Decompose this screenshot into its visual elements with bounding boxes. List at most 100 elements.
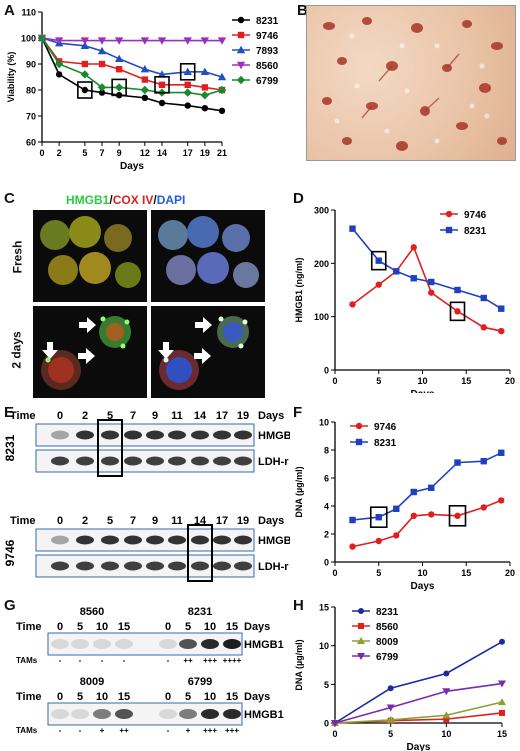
blot-e-lane-label: 5: [107, 410, 113, 422]
chart-f-y-tick-label: 2: [324, 530, 329, 540]
chart-a-y-tick-label: 70: [26, 112, 36, 122]
blot-g-tams-value: +++: [225, 726, 239, 735]
chart-h-point-8231: [443, 670, 450, 677]
blot-e-lane-label: 0: [57, 515, 63, 527]
blot-g-lane-label: 5: [185, 691, 191, 703]
chart-a-point-7893: [114, 54, 124, 62]
blot-e-strip: [35, 423, 255, 447]
blot-g-lane-label: 0: [165, 691, 171, 703]
panel-label-b: B: [297, 2, 308, 19]
blot-e-lane-label: 9: [152, 410, 158, 422]
chart-f-point-9746: [410, 512, 417, 519]
chart-a-point-8231: [201, 105, 209, 112]
chart-d-point-9746: [375, 281, 382, 288]
chart-h-point-8009: [498, 698, 506, 706]
blot-g-tams-value: +: [186, 726, 191, 735]
chart-a-legend-marker-6799: [236, 75, 246, 85]
chart-h-point-8231: [387, 685, 394, 692]
chart-d-point-8231: [428, 278, 435, 286]
blot-g-lane-label: 5: [77, 691, 83, 703]
blot-e-band: [191, 456, 209, 466]
blot-g-band: [51, 639, 69, 649]
blot-e-lane-label: 19: [237, 410, 249, 422]
chart-a-point-9746: [201, 84, 209, 91]
chart-h-point-8560: [499, 709, 505, 716]
chart-a-point-8231: [55, 71, 63, 78]
blot-g-band: [179, 639, 197, 649]
blot-e-lane-label: 19: [237, 515, 249, 527]
blot-g-unit-label: Days: [244, 691, 270, 703]
blot-g-band: [71, 709, 89, 719]
chart-a-x-tick-label: 21: [217, 148, 227, 158]
blot-g-lane-label: 10: [204, 621, 216, 633]
chart-h-y-tick-label: 10: [319, 641, 329, 651]
blot-g-tams-label: TAMs: [16, 726, 38, 735]
fresh-merge-cells: [40, 216, 141, 288]
chart-a-point-8560: [54, 37, 64, 45]
chart-d-point-9746: [410, 244, 417, 251]
chart-a-y-tick-label: 110: [21, 8, 36, 18]
blot-e-band: [51, 561, 69, 571]
chart-a-series-line-9746: [41, 37, 223, 91]
blot-e-band: [146, 535, 164, 545]
chart-f-point-8231: [375, 514, 382, 521]
chart-f-legend-marker-8231: [355, 438, 363, 446]
blot-e-row-label: 8231: [3, 434, 17, 461]
chart-a-legend-label-9746: 9746: [256, 31, 279, 42]
blot-e-band: [234, 535, 252, 545]
blot-e-band-label: HMGB1-m: [258, 535, 290, 547]
blot-e-lane-label: 5: [107, 515, 113, 527]
chart-h-legend-label-8231: 8231: [376, 607, 399, 618]
blot-g-lane-label: 15: [118, 621, 130, 633]
chart-d-x-tick-label: 20: [505, 376, 515, 386]
chart-a-x-tick-label: 2: [57, 148, 62, 158]
blot-g-group-label: 6799: [188, 676, 212, 688]
chart-f-point-8231: [393, 505, 400, 512]
chart-a-highlight-box: [111, 78, 127, 97]
chart-h-y-tick-label: 5: [324, 680, 329, 690]
chart-d-x-tick-label: 5: [376, 376, 381, 386]
blot-g-lane-label: 5: [77, 621, 83, 633]
chart-f-x-tick-label: 20: [505, 568, 515, 578]
chart-h-dna: 0 5 10 15 0 5 10 15 Days DNA (µg/ml) 8231 8560 8009 6…: [294, 603, 507, 751]
chart-h-y-axis-label: DNA (µg/ml): [294, 639, 304, 690]
blot-e-band: [168, 456, 186, 466]
chart-a-point-6799: [183, 88, 192, 97]
chart-d-point-8231: [480, 294, 487, 302]
chart-a-point-9746: [98, 60, 106, 68]
western-blots-e: Time 0 2 5 7 9 11 14 17 19 Days 8231 HMGB1-m LDH-r Tim…: [3, 410, 290, 582]
blot-g-band: [51, 709, 69, 719]
blot-g-tams-value: -: [59, 656, 62, 665]
blot-g-band-label: HMGB1: [244, 639, 284, 651]
blot-g-tams-value: ++: [183, 656, 193, 665]
chart-f-legend-marker-9746: [355, 422, 363, 430]
blot-e-highlight-box: [187, 524, 213, 582]
chart-a-point-6799: [37, 33, 47, 43]
chart-a-point-8560: [183, 37, 192, 45]
chart-d-y-tick-label: 200: [314, 259, 329, 269]
chart-d-point-8231: [410, 275, 417, 282]
blot-g-band: [71, 639, 89, 649]
chart-a-point-8560: [200, 37, 210, 45]
chart-h-x-axis-label: Days: [407, 742, 431, 751]
chart-a-point-8231: [98, 89, 106, 96]
blot-g-band: [201, 639, 219, 649]
chart-d-series-line-8231: [351, 228, 502, 310]
chart-d-legend-label-8231: 8231: [464, 226, 487, 237]
chart-h-legend-label-8009: 8009: [376, 637, 399, 648]
row-label-2days: 2 days: [10, 331, 25, 369]
chart-a-y-tick-label: 90: [26, 60, 36, 70]
chart-f-y-tick-label: 10: [319, 418, 329, 428]
2day-merge-cells: [41, 316, 131, 390]
blot-g-time-label: Time: [16, 621, 41, 633]
chart-a-point-8560: [157, 37, 167, 45]
chart-d-hmgb1: 051015200100200300DaysHMGB1 (ng/ml)97468…: [294, 206, 515, 394]
chart-d-x-axis-label: Days: [411, 389, 435, 393]
blot-g-band-label: HMGB1: [244, 709, 284, 721]
chart-d-legend-marker-8231: [445, 226, 453, 234]
chart-a-y-tick-label: 80: [26, 86, 36, 96]
blot-e-band: [124, 456, 142, 466]
fresh-dapi-cells: [158, 216, 259, 288]
chart-d-legend-marker-9746: [445, 210, 453, 218]
blot-e-strip: [35, 528, 255, 552]
